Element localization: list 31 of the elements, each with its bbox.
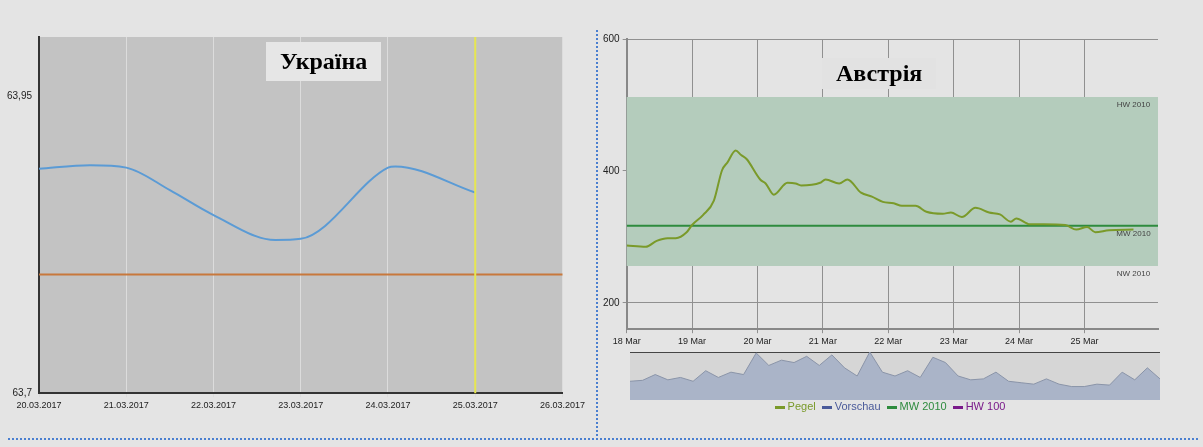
y-tick-label: 200 [603, 296, 621, 308]
x-tick-label: 25 Mar [1070, 336, 1099, 347]
x-tick-label: 22 Mar [874, 336, 903, 347]
y-tick-label: 400 [603, 164, 621, 176]
line-series [626, 149, 1135, 248]
x-tick-label: 23.03.2017 [278, 400, 324, 411]
x-tick-label: 24.03.2017 [365, 400, 411, 411]
annotation: MW 2010 [1116, 228, 1152, 238]
legend-label: Vorschau [834, 400, 881, 412]
x-tick-label: 21.03.2017 [103, 400, 149, 411]
legend-label: HW 100 [965, 400, 1006, 412]
x-tick-label: 22.03.2017 [190, 400, 237, 411]
text: Україна [266, 42, 382, 81]
x-tick-label: 20.03.2017 [16, 400, 62, 411]
line-series [39, 164, 477, 242]
x-tick-label: 26.03.2017 [539, 400, 585, 411]
text: Австрія [822, 58, 937, 89]
legend-label: Pegel [787, 400, 816, 412]
x-tick-label: 23 Mar [939, 336, 968, 347]
x-tick-label: 24 Mar [1005, 336, 1034, 347]
y-tick-label: 63,95 [6, 90, 33, 102]
y-tick-label: 63,7 [12, 386, 33, 398]
annotation: NW 2010 [1116, 269, 1151, 279]
x-tick-label: 19 Mar [678, 336, 707, 347]
x-tick-label: 18 Mar [612, 336, 641, 347]
annotation: HW 2010 [1116, 100, 1151, 110]
x-tick-label: 25.03.2017 [452, 400, 498, 411]
x-tick-label: 20 Mar [743, 336, 772, 347]
legend-label: MW 2010 [899, 400, 947, 412]
x-tick-label: 21 Mar [808, 336, 837, 347]
y-tick-label: 600 [603, 32, 621, 44]
